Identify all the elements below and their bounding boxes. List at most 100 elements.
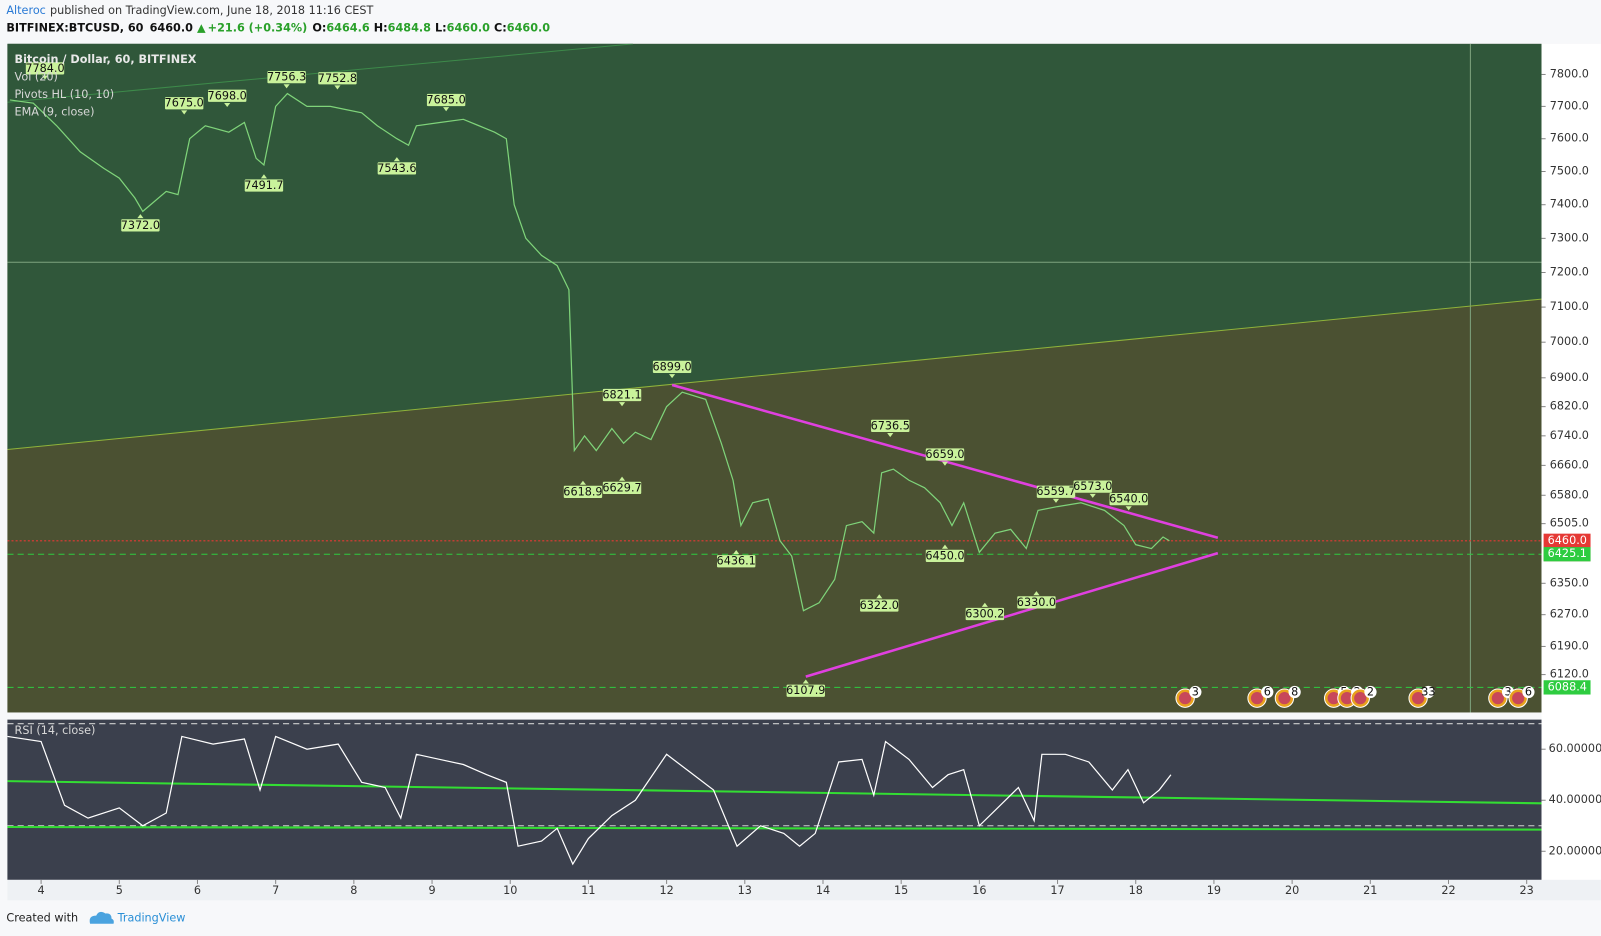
high-label: H: [374, 22, 388, 35]
pane-title: Bitcoin / Dollar, 60, BITFINEX [15, 53, 197, 66]
event-bubble [1422, 685, 1435, 699]
pivot-label: 7698.0 [208, 89, 247, 102]
pivot-box [244, 179, 284, 192]
trendline [805, 551, 1219, 678]
pivot-label: 6559.7 [1036, 485, 1075, 498]
publish-line: Alteroc published on TradingView.com, Jun… [6, 4, 373, 17]
author[interactable]: Alteroc [6, 4, 45, 17]
pivot-box [860, 599, 899, 612]
pivot-label: 6618.9 [563, 485, 602, 498]
pivot-label: 7784.0 [25, 62, 64, 75]
pivot-marker [579, 480, 587, 485]
pivot-label: 7372.0 [121, 219, 160, 232]
pivot-marker [283, 84, 290, 89]
trendline [7, 298, 1542, 450]
pivot-label: 6436.1 [717, 555, 756, 568]
pivot-label: 6300.2 [965, 608, 1004, 621]
pivot-marker [941, 461, 949, 466]
pivot-box [1017, 596, 1056, 609]
y-tick-label: 6120.0 [1550, 668, 1589, 681]
price-badge [1543, 533, 1591, 548]
price-badge-label: 6425.1 [1548, 547, 1587, 560]
pivot-marker [334, 85, 341, 90]
x-tick-label: 17 [1050, 884, 1064, 897]
high: 6484.8 [388, 22, 431, 35]
y-tick-label: 7500.0 [1550, 165, 1589, 178]
pivot-box [426, 93, 466, 107]
pivot-marker [618, 476, 626, 481]
x-tick-label: 22 [1441, 884, 1455, 897]
rsi-title: RSI (14, close) [15, 724, 96, 737]
rsi-plot [7, 723, 1542, 866]
pivot-marker [443, 107, 450, 112]
pivot-marker [618, 402, 626, 407]
event-bubble [1189, 685, 1202, 699]
pivot-label: 7543.6 [377, 162, 416, 175]
y-tick-label: 7600.0 [1550, 132, 1589, 145]
x-tick-label: 18 [1129, 884, 1143, 897]
pivot-marker [1052, 498, 1060, 503]
pivot-box [871, 419, 910, 433]
close: 6460.0 [507, 22, 550, 35]
event-bubble [1288, 685, 1301, 699]
footer-brand[interactable]: TradingView [117, 912, 186, 925]
y-tick-label: 6350.0 [1550, 576, 1589, 589]
y-tick-label: 6580.0 [1550, 488, 1589, 501]
footer: Created with TradingView [6, 912, 185, 925]
pivot-marker [41, 75, 49, 80]
pivot-box [652, 360, 692, 374]
pivot-marker [733, 549, 740, 555]
pivot-marker [802, 679, 809, 684]
x-tick-label: 10 [503, 884, 517, 897]
arrow: ▲ [197, 22, 206, 35]
x-tick-label: 13 [738, 884, 752, 897]
channel-fill [7, 43, 1542, 450]
pivot-marker [981, 602, 988, 607]
pivot-label: 6450.0 [925, 549, 964, 562]
pivot-box [267, 71, 306, 84]
event-bubble [1522, 685, 1535, 699]
series-line [9, 92, 1170, 612]
pivot-box [925, 549, 965, 562]
y-tick-label: 7700.0 [1550, 99, 1589, 112]
pivot-label: 7756.3 [267, 71, 306, 84]
price-badge-label: 6088.4 [1548, 680, 1587, 693]
x-tick-label: 7 [272, 884, 279, 897]
pivot-label: 6629.7 [602, 481, 641, 494]
symbol-line: BITFINEX:BTCUSD, 60 6460.0 ▲ +21.6 (+0.34%)… [6, 22, 550, 35]
x-tick-label: 23 [1520, 884, 1534, 897]
event-flag [1278, 692, 1291, 705]
event-flag [1340, 692, 1354, 705]
logo [89, 911, 114, 924]
pivot-label: 7685.0 [426, 93, 465, 106]
low: 6460.0 [447, 22, 490, 35]
price-plot: 7784.0 7372.0 7675.0 7698.0 7491.7 7756.3 7752… [7, 43, 1542, 713]
low-label: L: [435, 22, 447, 35]
x-tick-label: 15 [894, 884, 908, 897]
y-tick-label: 20.00000 [1549, 844, 1601, 857]
y-tick-label: 6740.0 [1550, 429, 1589, 442]
pivot-label: 7491.7 [244, 179, 283, 192]
pivot-box [563, 485, 603, 499]
last-price: 6460.0 [150, 22, 193, 35]
time-axis [7, 879, 1601, 901]
published: published on TradingView.com, June 18, 2… [50, 4, 374, 17]
x-tick-label: 4 [38, 884, 45, 897]
pivot-marker [876, 594, 883, 599]
pivot-label: 6107.9 [786, 684, 825, 697]
event-count: 33 [1421, 686, 1435, 699]
pivot-label: 6659.0 [925, 448, 964, 461]
event-flag [1179, 692, 1192, 705]
event-count: 3 [1505, 686, 1512, 699]
y-tick-label: 6660.0 [1550, 458, 1589, 471]
pivot-box [786, 684, 825, 697]
y-tick-label: 60.00000 [1549, 742, 1601, 755]
event-flag [1412, 692, 1425, 705]
pivot-marker [393, 157, 400, 162]
pivot-box [318, 72, 357, 85]
pivot-label: 6540.0 [1109, 493, 1148, 506]
pivot-marker [224, 102, 231, 108]
event-count: 3 [1192, 686, 1199, 699]
